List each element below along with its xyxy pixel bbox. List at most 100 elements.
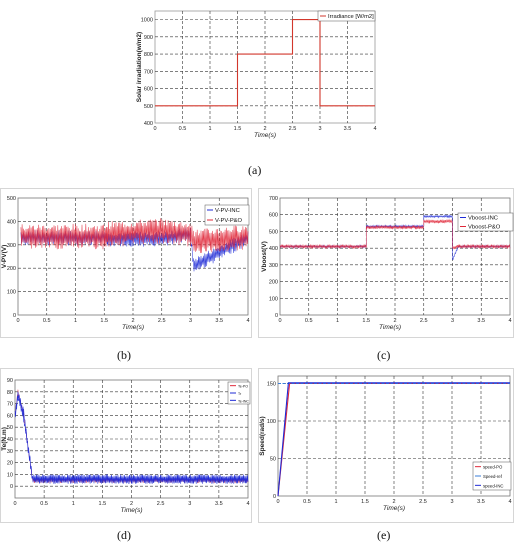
x-tick-label: 1.5: [361, 499, 369, 505]
x-tick-label: 0: [278, 318, 281, 324]
legend-entry: Vboost-P&O: [468, 225, 501, 231]
y-tick-label: 100: [267, 419, 276, 425]
legend-entry: Speed-ref: [483, 474, 503, 479]
x-tick-label: 3: [188, 501, 191, 507]
x-axis-label: Time(s): [383, 505, 405, 512]
y-tick-label: 400: [7, 219, 16, 225]
x-tick-label: 3.5: [477, 499, 485, 505]
y-tick-label: 0: [10, 484, 13, 490]
y-tick-label: 300: [269, 263, 278, 269]
x-tick-label: 1: [208, 126, 211, 132]
x-tick-label: 1.5: [362, 318, 370, 324]
x-tick-label: 4: [508, 318, 511, 324]
y-tick-label: 90: [7, 378, 13, 384]
y-tick-label: 900: [144, 35, 153, 41]
series-line-vboost-p-o: [279, 218, 511, 250]
y-tick-label: 400: [269, 246, 278, 252]
caption-c: (c): [377, 348, 391, 362]
chart-vpv: 0 0.5 1 1.5 2 2.5 3 3.5 4 0 100 200 300 400 500 Time(s)…: [0, 188, 252, 338]
x-tick-label: 2.5: [157, 501, 165, 507]
chart-speed-svg: 0 0.5 1 1.5 2 2.5 3 3.5 4 0 50 100 150 Time(s) Speed(r…: [258, 368, 514, 523]
y-tick-label: 100: [269, 296, 278, 302]
series-line-irradiance-w-m2-: [155, 19, 375, 107]
y-tick-label: 70: [7, 402, 13, 408]
x-axis-label: Time(s): [254, 132, 276, 139]
x-tick-label: 2: [392, 499, 395, 505]
chart-torque-svg: 0 0.5 1 1.5 2 2.5 3 3.5 40102030405060708090Time…: [0, 368, 252, 523]
chart-speed: 0 0.5 1 1.5 2 2.5 3 3.5 4 0 50 100 150 Time(s) Speed(r…: [258, 368, 514, 523]
x-tick-label: 0: [276, 499, 279, 505]
caption-d: (d): [117, 528, 131, 542]
x-tick-label: 3.5: [477, 318, 485, 324]
y-axis-label: Solar irradiation(w/m2): [136, 32, 143, 102]
x-tick-label: 1.5: [100, 318, 108, 324]
x-tick-label: 1.5: [234, 126, 242, 132]
y-tick-label: 400: [144, 121, 153, 127]
y-tick-label: 30: [7, 449, 13, 455]
y-tick-label: 50: [7, 425, 13, 431]
x-tick-label: 4: [508, 499, 511, 505]
y-tick-label: 700: [269, 196, 278, 202]
x-tick-label: 3.5: [215, 501, 223, 507]
chart-irradiance-svg: 0 0.5 1 1.5 2 2.5 3 3.5 4 400 500 600 700 800 900 1000 T…: [136, 10, 377, 139]
y-tick-label: 500: [7, 196, 16, 202]
x-tick-label: 1.5: [99, 501, 107, 507]
x-tick-label: 3.5: [344, 126, 352, 132]
legend-entry: Irradiance [W/m2]: [328, 14, 374, 20]
y-axis-label: Te(N.m): [1, 427, 8, 451]
x-tick-label: 2: [393, 318, 396, 324]
legend-box: [457, 212, 514, 232]
x-tick-label: 3: [189, 318, 192, 324]
x-tick-label: 0.5: [305, 318, 313, 324]
legend-box: [204, 204, 250, 226]
y-tick-label: 800: [144, 52, 153, 58]
x-tick-label: 3: [450, 499, 453, 505]
series-line-te-inc: [14, 392, 249, 484]
chart-irradiance: 0 0.5 1 1.5 2 2.5 3 3.5 4 400 500 600 700 800 900 1000 T…: [133, 3, 383, 143]
chart-vpv-svg: 0 0.5 1 1.5 2 2.5 3 3.5 4 0 100 200 300 400 500 Time(s)…: [0, 188, 252, 338]
x-tick-label: 2: [130, 501, 133, 507]
y-tick-label: 500: [269, 229, 278, 235]
x-tick-label: 2.5: [420, 318, 428, 324]
y-tick-label: 600: [269, 213, 278, 219]
x-tick-label: 3.5: [215, 318, 223, 324]
y-tick-label: 200: [7, 266, 16, 272]
legend-box: [317, 10, 376, 22]
y-tick-label: 200: [269, 280, 278, 286]
caption-b: (b): [117, 348, 131, 362]
x-tick-label: 1: [336, 318, 339, 324]
x-tick-label: 0.5: [303, 499, 311, 505]
legend-entry: Tr: [238, 392, 242, 396]
x-tick-label: 1: [72, 501, 75, 507]
legend-entry: V-PV-P&O: [215, 218, 243, 224]
x-tick-label: 2.5: [419, 499, 427, 505]
x-tick-label: 3: [318, 126, 321, 132]
x-tick-label: 2.5: [289, 126, 297, 132]
x-tick-label: 0: [16, 318, 19, 324]
x-tick-label: 4: [246, 501, 249, 507]
x-tick-label: 1: [74, 318, 77, 324]
chart-torque: 0 0.5 1 1.5 2 2.5 3 3.5 4 0 10 20 30 40 50 60 70 80 90 Time…: [0, 368, 252, 523]
x-tick-label: 4: [246, 318, 249, 324]
x-tick-label: 3: [451, 318, 454, 324]
y-tick-label: 0: [13, 313, 16, 319]
y-axis-label: Speed(rad/s): [259, 416, 266, 455]
y-tick-label: 150: [267, 382, 276, 388]
y-tick-label: 20: [7, 461, 13, 467]
x-tick-label: 0.5: [179, 126, 187, 132]
x-tick-label: 2: [263, 126, 266, 132]
y-tick-label: 1000: [141, 18, 153, 24]
chart-vboost-svg: 0 0.5 1 1.5 2 2.5 3 3.5 4 0 100 200 300 400 500 600 700 T…: [258, 188, 514, 338]
y-tick-label: 0: [273, 494, 276, 500]
series-line-speed-inc: [277, 382, 510, 497]
x-tick-label: 0: [13, 501, 16, 507]
y-tick-label: 500: [144, 104, 153, 110]
x-tick-label: 2: [131, 318, 134, 324]
legend-box: [227, 381, 251, 405]
y-axis-label: V-PV(V): [1, 245, 8, 268]
caption-a: (a): [248, 163, 262, 177]
x-axis-label: Time(s): [121, 507, 143, 514]
x-tick-label: 4: [373, 126, 376, 132]
x-tick-label: 1: [334, 499, 337, 505]
legend-entry: Te-INC: [238, 399, 249, 403]
